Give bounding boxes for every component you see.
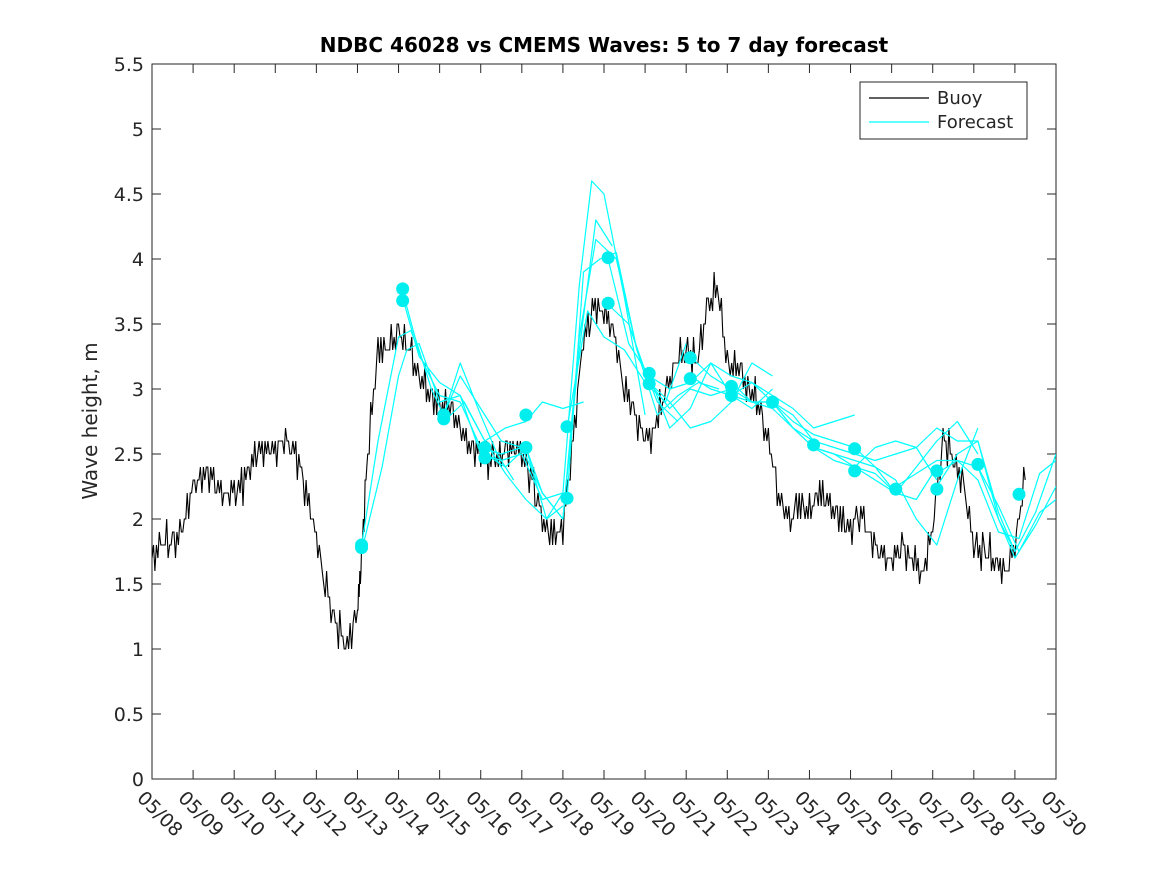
forecast-marker xyxy=(642,377,656,391)
forecast-marker xyxy=(807,438,821,452)
y-tick-label: 0 xyxy=(132,769,144,791)
forecast-marker xyxy=(642,366,656,380)
forecast-line xyxy=(607,304,732,410)
y-tick-label: 5.5 xyxy=(114,54,144,76)
y-tick-label: 3 xyxy=(132,379,144,401)
forecast-marker xyxy=(765,395,779,409)
forecast-line xyxy=(936,459,1056,540)
forecast-line xyxy=(813,427,979,546)
forecast-line xyxy=(854,420,979,494)
y-tick-label: 3.5 xyxy=(114,314,144,336)
forecast-line xyxy=(648,362,815,442)
forecast-marker xyxy=(478,451,492,465)
forecast-line xyxy=(566,251,720,500)
y-axis-label: Wave height, m xyxy=(78,342,102,499)
forecast-marker xyxy=(519,441,533,454)
y-tick-label: 0.5 xyxy=(114,704,144,726)
chart-title: NDBC 46028 vs CMEMS Waves: 5 to 7 day fo… xyxy=(320,33,889,57)
legend-buoy-label: Buoy xyxy=(937,88,983,109)
forecast-marker xyxy=(930,482,944,496)
plot-area: 00.511.522.533.544.555.505/0805/0905/100… xyxy=(114,54,1091,841)
forecast-marker xyxy=(396,282,410,296)
forecast-line xyxy=(361,342,564,552)
legend-forecast-label: Forecast xyxy=(937,112,1013,133)
forecast-marker xyxy=(601,296,615,310)
forecast-marker xyxy=(560,420,574,434)
forecast-marker xyxy=(1012,487,1026,501)
y-tick-label: 5 xyxy=(132,119,144,141)
forecast-marker xyxy=(355,541,369,555)
axes-box xyxy=(151,63,1057,780)
forecast-marker xyxy=(519,408,533,422)
y-tick-label: 2 xyxy=(132,509,144,531)
y-tick-label: 1 xyxy=(132,639,144,661)
forecast-marker xyxy=(683,351,697,365)
y-tick-label: 1.5 xyxy=(114,574,144,596)
buoy-line xyxy=(152,271,1026,650)
forecast-marker xyxy=(889,482,903,496)
series-group xyxy=(152,180,1056,650)
legend: Buoy Forecast xyxy=(859,81,1028,140)
forecast-line xyxy=(566,310,687,429)
y-tick-label: 4.5 xyxy=(114,184,144,206)
forecast-line xyxy=(443,401,584,442)
forecast-marker xyxy=(724,379,738,393)
forecast-line xyxy=(607,258,773,429)
forecast-line xyxy=(689,375,855,429)
forecast-line xyxy=(402,291,515,481)
forecast-marker xyxy=(601,251,615,265)
forecast-marker xyxy=(437,412,451,426)
forecast-marker xyxy=(848,464,862,478)
forecast-marker xyxy=(478,441,492,454)
forecast-line xyxy=(484,180,646,520)
forecast-marker xyxy=(971,457,985,471)
forecast-line xyxy=(648,362,773,429)
legend-box xyxy=(859,81,1028,140)
forecast-marker xyxy=(848,442,862,456)
forecast-line xyxy=(936,440,1056,553)
forecast-marker xyxy=(930,464,944,478)
forecast-marker xyxy=(396,294,410,308)
forecast-marker xyxy=(560,491,574,505)
y-tick-label: 4 xyxy=(132,249,144,271)
y-tick-label: 2.5 xyxy=(114,444,144,466)
forecast-line xyxy=(977,466,1056,553)
forecast-marker xyxy=(724,389,738,402)
forecast-line xyxy=(731,394,938,481)
forecast-marker xyxy=(683,372,697,386)
